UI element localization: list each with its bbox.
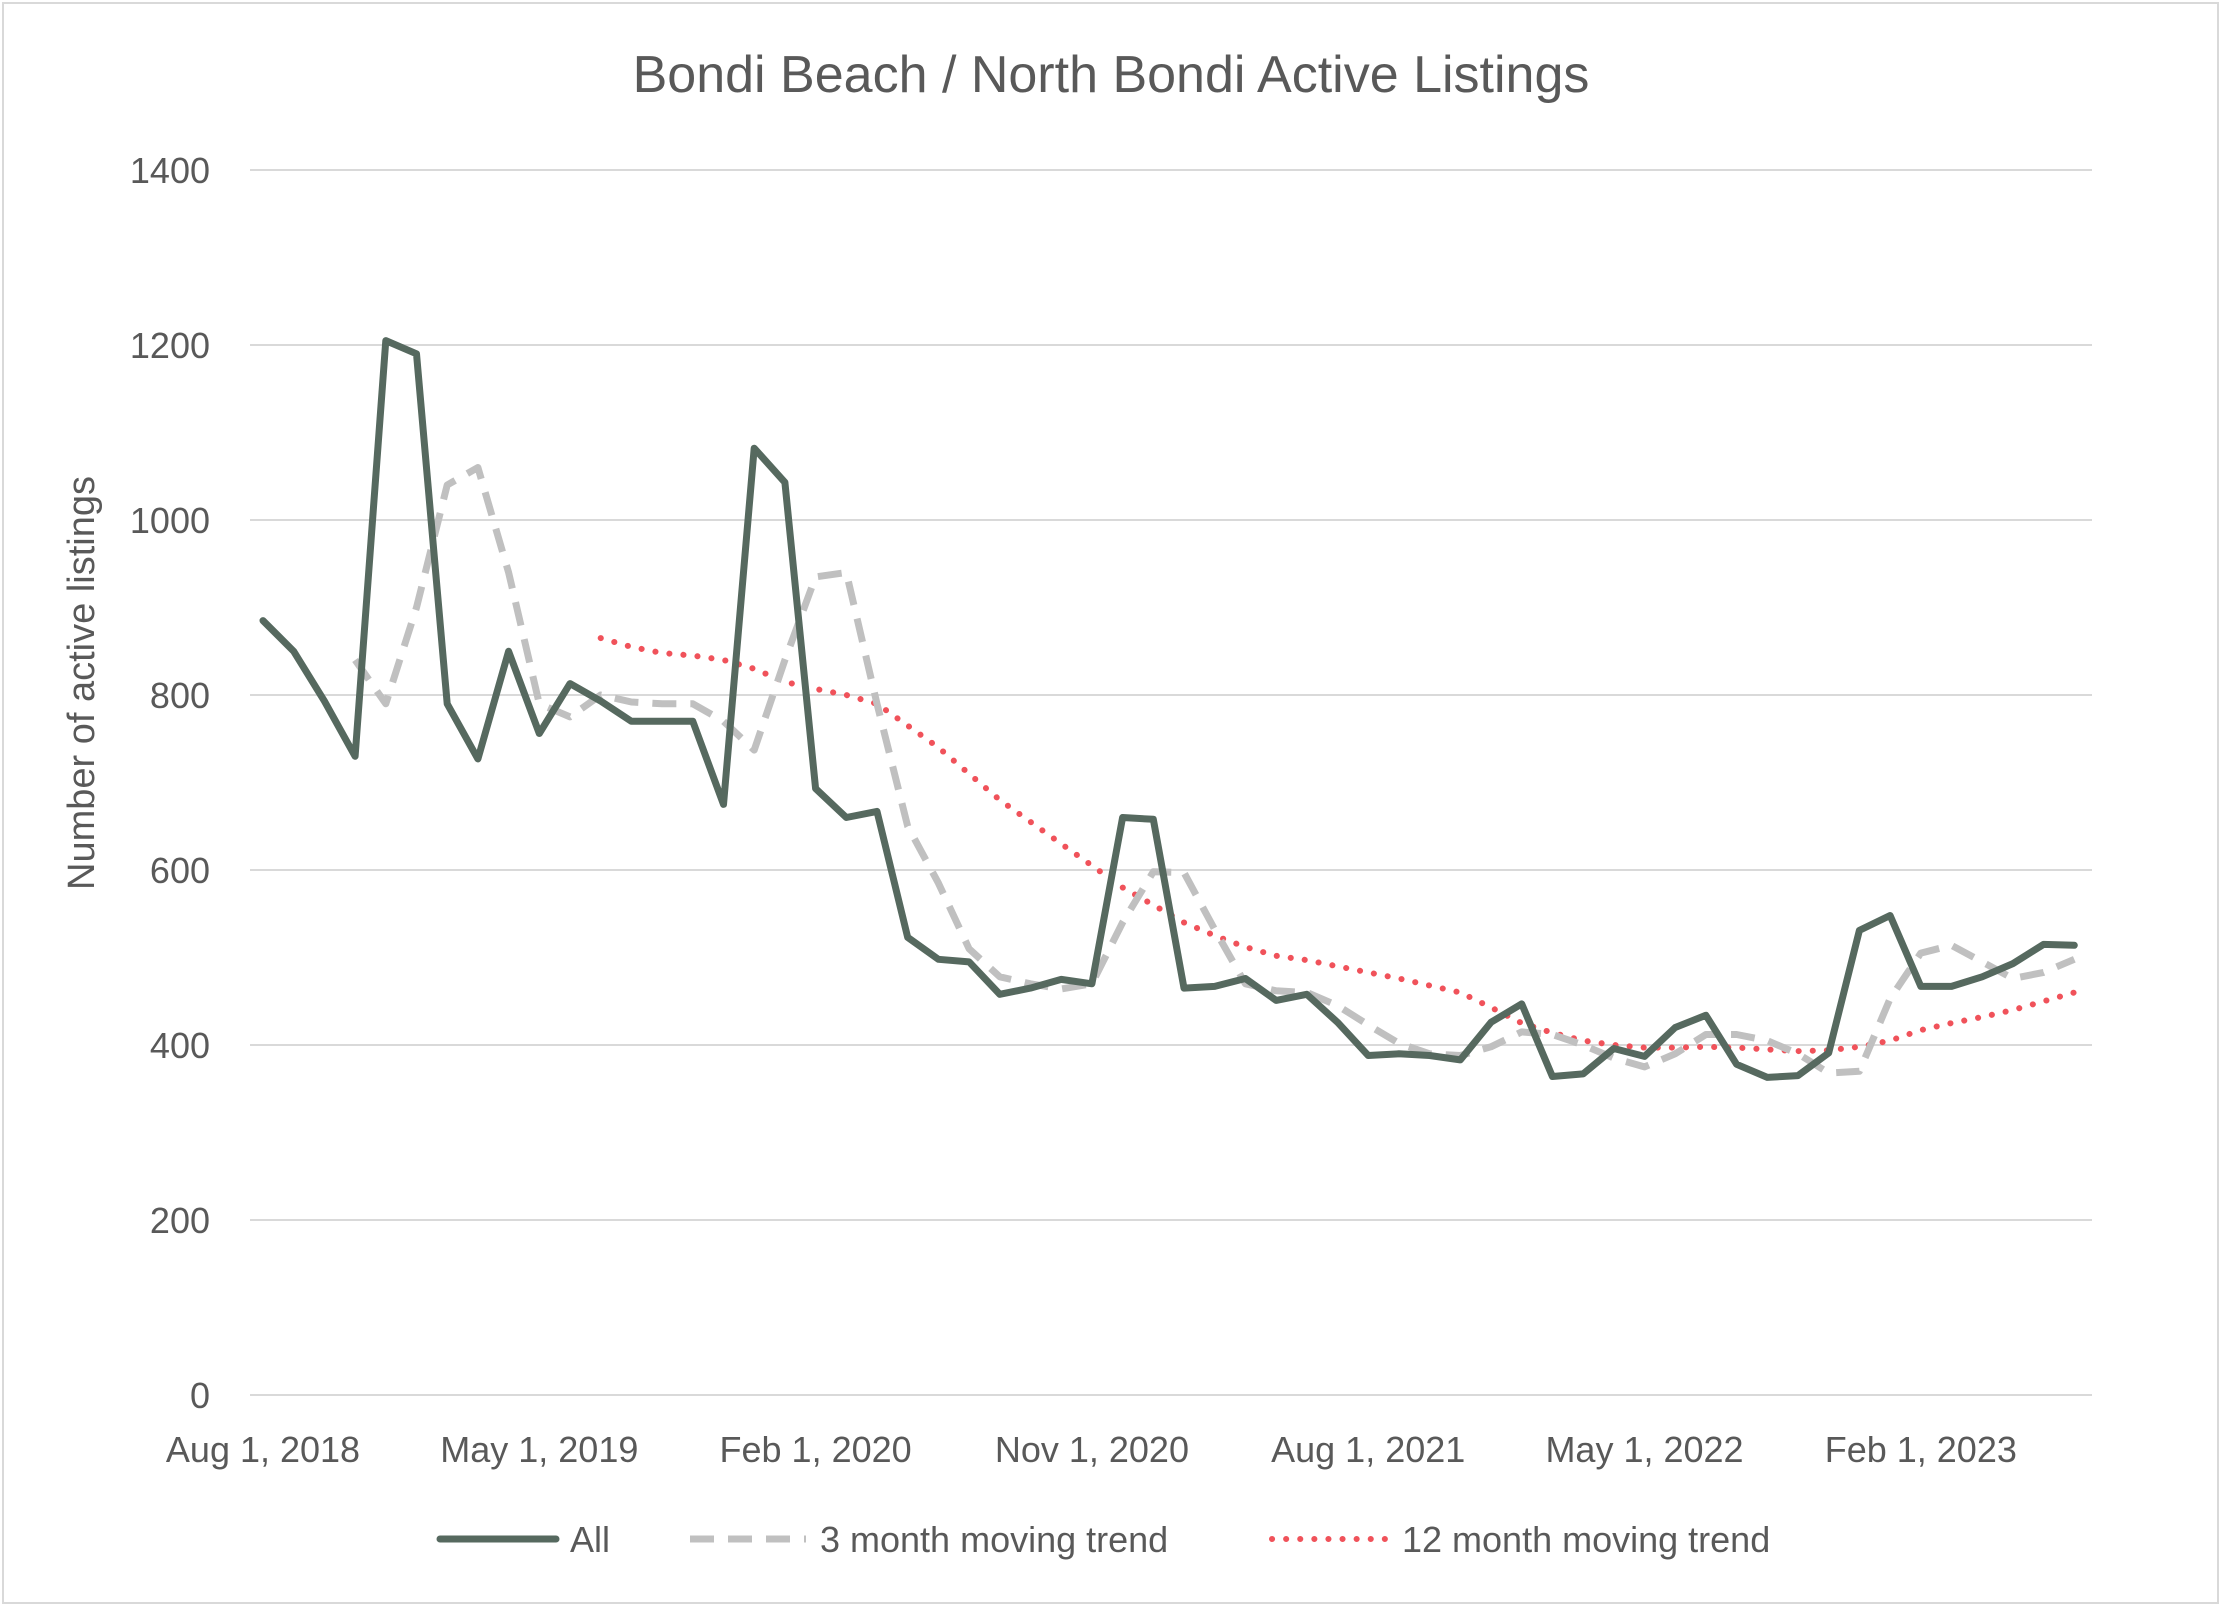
x-tick-label: Feb 1, 2023 (1825, 1429, 2017, 1470)
y-tick-labels: 0 200 400 600 800 1000 1200 1400 (130, 150, 210, 1416)
x-tick-label: May 1, 2019 (440, 1429, 638, 1470)
y-tick-label: 1400 (130, 150, 210, 191)
series-line-12-month-moving-trend (597, 635, 2078, 1055)
chart-title: Bondi Beach / North Bondi Active Listing… (633, 46, 1590, 104)
y-tick-label: 1200 (130, 325, 210, 366)
legend-label: All (570, 1519, 610, 1560)
series-line-3-month-moving-trend (352, 464, 2076, 1077)
legend-label: 12 month moving trend (1402, 1519, 1770, 1560)
y-axis-label: Number of active listings (61, 476, 103, 890)
x-tick-label: Aug 1, 2018 (166, 1429, 360, 1470)
x-tick-labels: Aug 1, 2018 May 1, 2019 Feb 1, 2020 Nov 1, … (166, 1429, 2017, 1470)
legend-label: 3 month moving trend (820, 1519, 1168, 1560)
y-tick-label: 1000 (130, 500, 210, 541)
x-tick-label: Feb 1, 2020 (720, 1429, 912, 1470)
y-tick-label: 400 (150, 1025, 210, 1066)
series-line-all (259, 337, 2078, 1081)
y-tick-label: 200 (150, 1200, 210, 1241)
y-tick-label: 600 (150, 850, 210, 891)
y-tick-label: 800 (150, 675, 210, 716)
y-tick-label: 0 (190, 1375, 210, 1416)
x-tick-label: Aug 1, 2021 (1271, 1429, 1465, 1470)
x-tick-label: Nov 1, 2020 (995, 1429, 1189, 1470)
legend: All 3 month moving trend 12 month moving t… (436, 1519, 1770, 1560)
x-tick-label: May 1, 2022 (1545, 1429, 1743, 1470)
gridlines (250, 169, 2092, 1396)
series-lines (259, 337, 2078, 1081)
